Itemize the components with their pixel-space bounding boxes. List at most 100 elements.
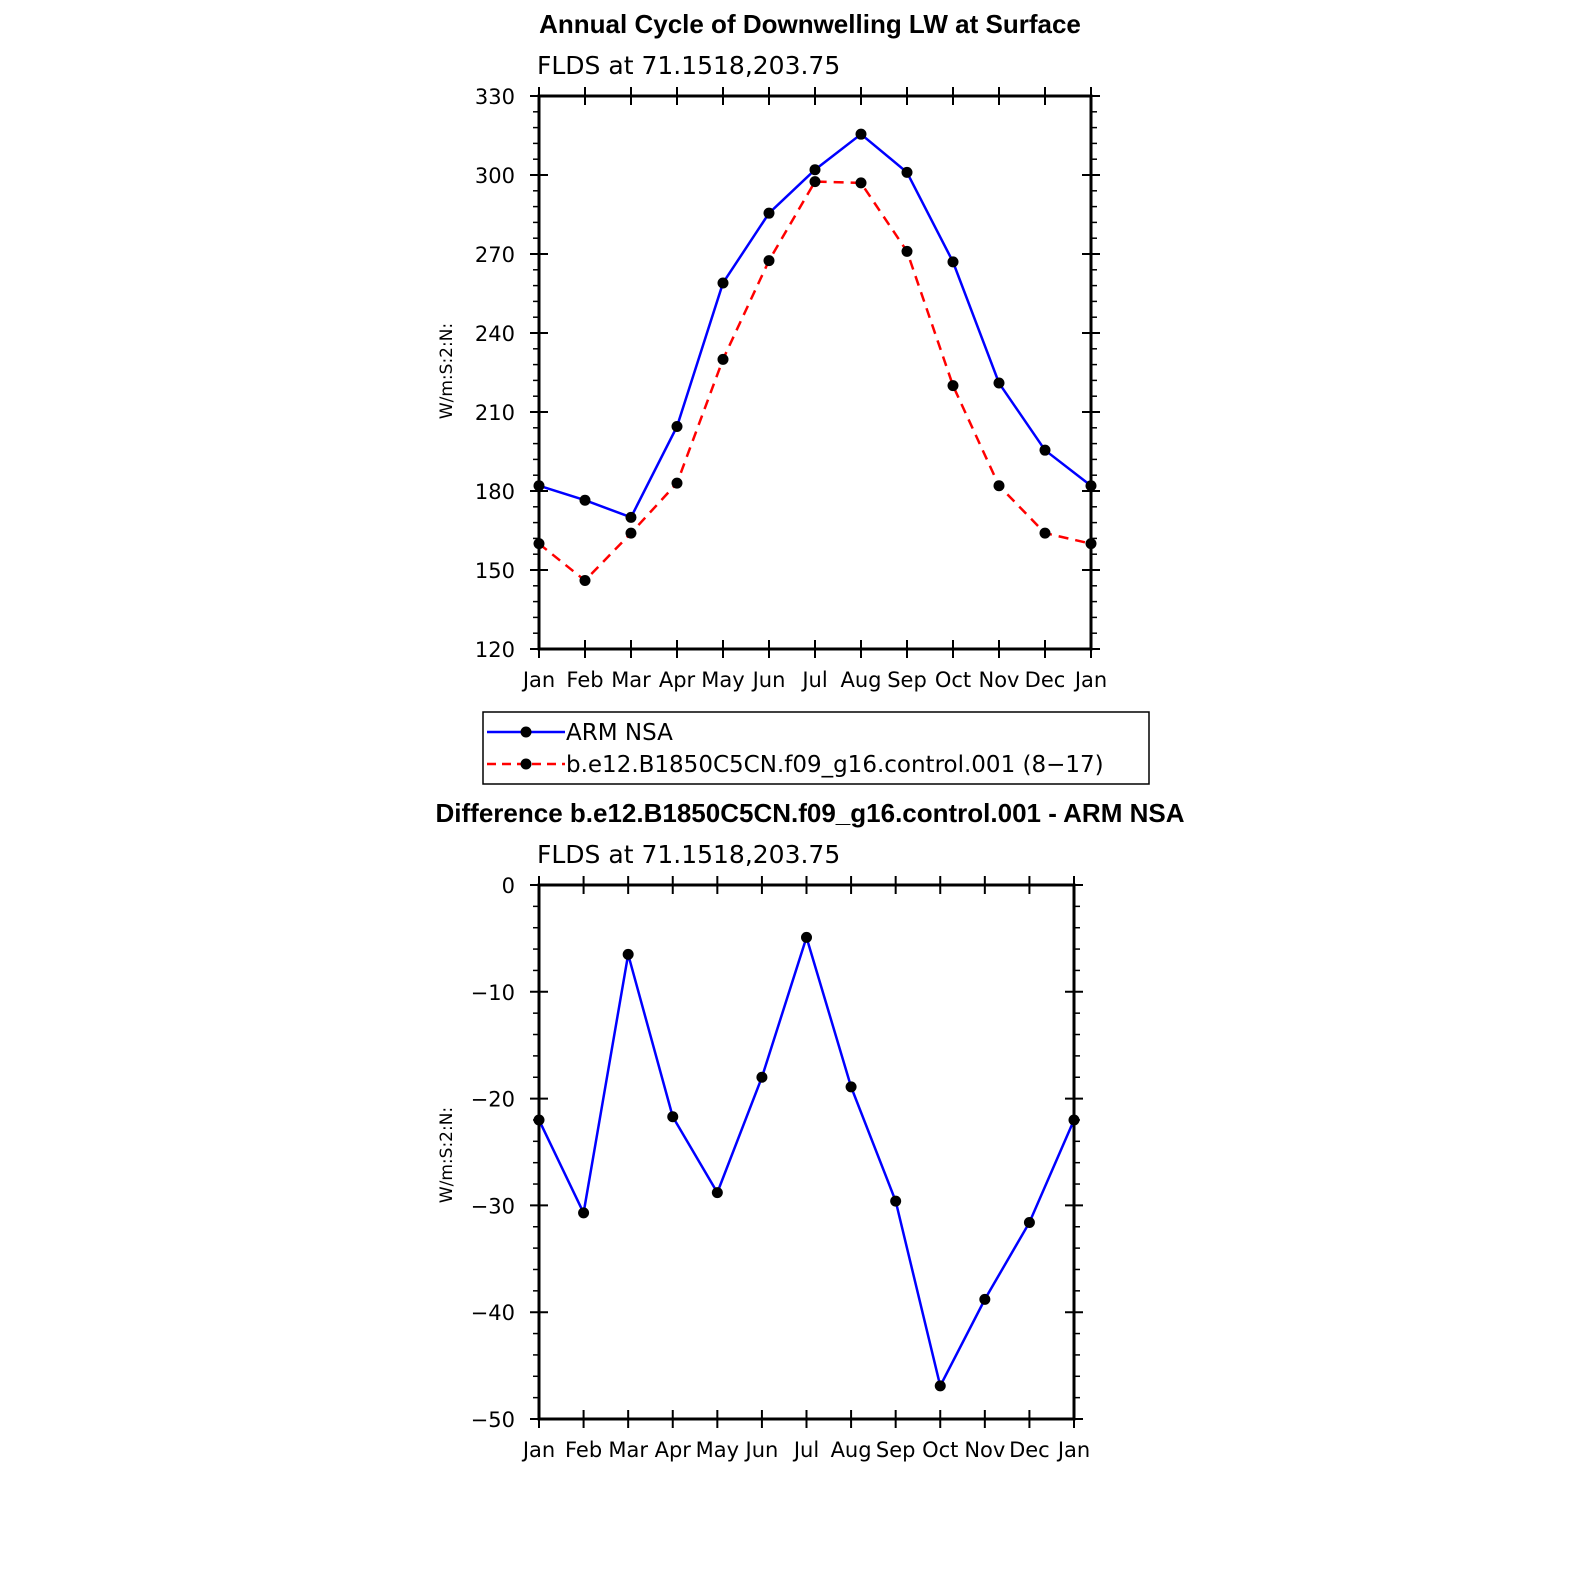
data-point [671,420,683,432]
x-tick-label: Sep [876,1438,916,1462]
x-tick-label: Aug [831,1438,872,1462]
y-tick-label: −10 [471,981,515,1005]
series-layer [533,931,1080,1392]
data-point [1085,538,1097,550]
data-point [845,1081,857,1093]
y-tick-label: 270 [475,243,515,267]
data-point [801,931,812,943]
data-point [578,1207,590,1219]
data-point [622,948,634,960]
y-tick-label: −50 [471,1408,515,1432]
y-tick-label: 120 [475,638,515,662]
data-point [579,575,591,587]
data-point [809,164,821,176]
x-tick-label: Jun [744,1438,779,1462]
x-tick-label: Jan [521,668,555,692]
data-point [625,511,637,523]
data-point [763,255,775,267]
data-point [533,480,545,492]
x-tick-label: Nov [979,668,1020,692]
data-point [763,207,775,219]
data-point [890,1195,902,1207]
legend: ARM NSA b.e12.B1850C5CN.f09_g16.control.… [482,711,1150,785]
data-point [579,494,591,506]
x-tick-label: Apr [655,1438,692,1462]
series-line-1 [538,180,1092,583]
legend-model-label: b.e12.B1850C5CN.f09_g16.control.001 (8−1… [566,752,1104,778]
y-tick-label: 180 [475,480,515,504]
x-tick-label: Feb [566,668,603,692]
data-point [1039,527,1051,539]
y-axis-label: W/m:S:2:N: [437,1107,457,1203]
data-point [1039,444,1051,456]
data-point [711,1187,723,1199]
series-line-0 [537,933,1076,1390]
data-point [979,1293,991,1305]
data-point [993,377,1005,389]
data-point [901,166,913,178]
x-tick-label: Jan [1073,668,1107,692]
x-tick-label: Jul [792,1438,819,1462]
data-point [993,480,1005,492]
x-tick-label: May [701,668,744,692]
y-tick-label: 150 [475,559,515,583]
legend-box [482,711,1150,785]
x-tick-label: Jul [800,668,827,692]
y-tick-label: −30 [471,1194,515,1218]
data-point [947,256,959,268]
data-point [809,176,821,188]
x-tick-label: Nov [964,1438,1005,1462]
series-layer [533,128,1097,587]
difference-chart: Difference b.e12.B1850C5CN.f09_g16.contr… [436,798,1185,1462]
chart-subtitle: FLDS at 71.1518,203.75 [537,840,840,869]
y-tick-label: −20 [471,1088,515,1112]
x-tick-label: Jan [521,1438,555,1462]
x-tick-label: Jan [1056,1438,1090,1462]
legend-obs-label: ARM NSA [566,720,673,746]
y-tick-label: 300 [475,164,515,188]
data-point [533,1114,545,1126]
x-tick-label: Jun [751,668,786,692]
data-point [671,477,683,489]
x-tick-label: Dec [1009,1438,1050,1462]
data-point [947,380,959,392]
data-point [667,1111,679,1123]
data-point [533,538,545,550]
data-point [717,353,729,365]
legend-obs-marker [520,726,532,738]
x-tick-label: Feb [565,1438,602,1462]
x-tick-label: Dec [1025,668,1066,692]
data-point [625,527,637,539]
y-tick-label: 330 [475,85,515,109]
data-point [717,277,729,289]
annual-cycle-chart: Annual Cycle of Downwelling LW at Surfac… [437,9,1107,692]
y-tick-label: 0 [502,874,515,898]
chart-title: Annual Cycle of Downwelling LW at Surfac… [539,9,1081,39]
y-tick-label: 210 [475,401,515,425]
data-point [901,245,913,257]
x-ticks: Jan Feb Mar Apr May Jun Jul Aug Sep Oct Nov Dec Jan [521,87,1107,692]
chart-title: Difference b.e12.B1850C5CN.f09_g16.contr… [436,798,1185,828]
y-ticks: −50 −40 −30 −20 −10 0 [471,874,1083,1432]
plot-frame [537,883,1076,1421]
chart-subtitle: FLDS at 71.1518,203.75 [537,51,840,80]
data-point [1068,1114,1080,1126]
x-tick-label: Aug [840,668,881,692]
x-tick-label: Oct [935,668,971,692]
data-point [1085,480,1097,492]
x-tick-label: Apr [659,668,696,692]
data-point [934,1380,946,1392]
data-point [855,177,867,189]
x-tick-label: Mar [611,668,651,692]
legend-model-marker [520,758,532,770]
x-tick-label: May [696,1438,739,1462]
y-tick-label: −40 [471,1301,515,1325]
x-tick-label: Oct [922,1438,958,1462]
data-point [756,1071,768,1083]
x-tick-label: Sep [887,668,927,692]
y-tick-label: 240 [475,322,515,346]
data-point [1023,1216,1035,1228]
x-tick-label: Mar [608,1438,648,1462]
y-ticks: 120 150 180 210 240 270 300 330 [475,85,1100,662]
